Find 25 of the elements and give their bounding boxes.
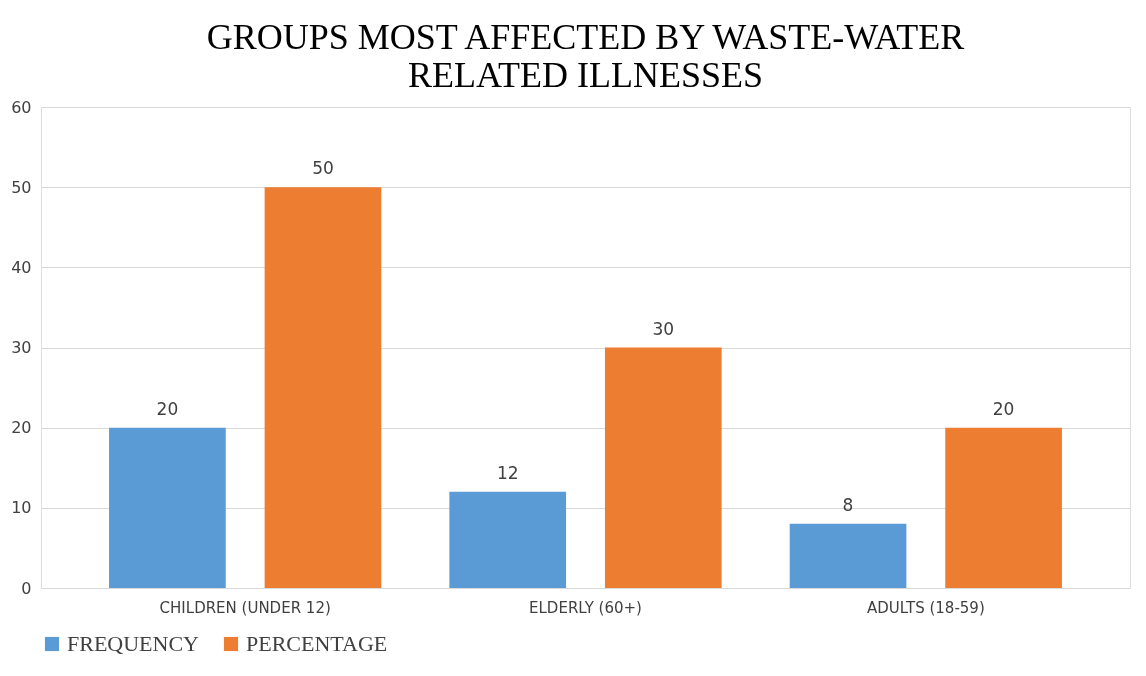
x-tick-label: CHILDREN (UNDER 12) [159,598,331,617]
x-tick-label: ADULTS (18-59) [866,598,985,617]
y-tick-label: 60 [11,97,32,117]
x-tick-label: ELDERLY (60+) [529,598,642,617]
y-tick-label: 20 [11,418,32,438]
bar [264,187,382,588]
bar [789,523,907,588]
data-label: 12 [496,462,519,483]
legend-label: PERCENTAGE [246,631,388,656]
data-label: 20 [992,398,1015,419]
chart-title: GROUPS MOST AFFECTED BY WASTE-WATER RELATED ILLNESSES [206,17,965,95]
y-tick-label: 40 [11,257,32,277]
y-tick-label: 50 [11,177,32,197]
legend-label: FREQUENCY [67,631,200,656]
bar [449,491,567,588]
data-label: 30 [652,318,675,339]
data-label: 20 [156,398,179,419]
bar [604,347,722,588]
y-tick-label: 0 [21,578,32,598]
y-tick-label: 30 [11,338,32,357]
data-label: 50 [312,158,334,179]
bar [109,427,226,588]
data-label: 8 [842,494,854,515]
bar [945,427,1062,588]
y-tick-label: 10 [11,498,32,518]
